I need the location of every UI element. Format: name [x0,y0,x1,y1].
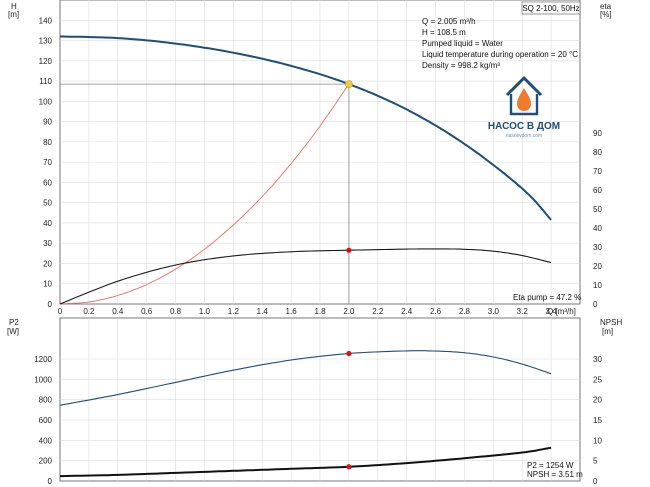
info-liquid: Pumped liquid = Water [422,39,503,48]
duty-point-marker [344,80,353,89]
x-tick-label: 2.0 [343,307,355,316]
power-curve [59,350,552,406]
bottom-tick-labels: 0 200 400 600 800 1000 1200 0 5 10 15 20 25 30 [34,355,602,486]
y-right-tick-label: 70 [593,167,602,176]
x-tick-label: 1.2 [228,307,240,316]
y-right-tick-label: 80 [593,148,602,157]
npsh-curve [60,446,552,478]
npsh-tick-label: 0 [593,477,598,486]
title-box: SQ 2-100, 50Hz [522,4,579,13]
info-head: H = 108.5 m [422,28,466,37]
head-curve [60,35,552,221]
house-drop-icon [505,76,543,116]
y-left-unit-bottom: [W] [7,327,19,336]
y-left-tick-label: 50 [43,199,52,208]
power-point-marker [346,350,352,357]
info-temperature: Liquid temperature during operation = 20… [422,50,578,59]
logo-title: НАСОС В ДОМ [488,121,560,132]
logo-subtitle: nasosvdom.com [506,133,542,139]
npsh-tick-label: 30 [593,355,602,364]
y-right-tick-label: 20 [593,262,602,271]
efficiency-curve [59,248,552,305]
info-density: Density = 998.2 kg/m³ [422,61,500,70]
top-curves [59,35,552,305]
x-tick-label: 3.0 [488,307,500,316]
eta-annotation: Eta pump = 47.2 % [513,293,581,302]
y-right-tick-label: 40 [593,224,602,233]
x-tick-label: 2.8 [459,307,471,316]
y-right-unit-bottom: [m] [602,327,613,336]
y-right-label-bottom: NPSH [600,318,622,327]
npsh-tick-label: 20 [593,396,602,405]
npsh-tick-label: 10 [593,436,602,445]
p2-tick-label: 400 [39,436,53,445]
y-left-tick-label: 40 [43,219,52,228]
bottom-grid [60,318,580,481]
npsh-tick-label: 15 [593,416,602,425]
x-tick-label: 3.4 [546,307,558,316]
efficiency-point-marker [346,247,352,253]
x-tick-label: 0.8 [170,307,182,316]
y-right-unit-top: [%] [600,10,612,19]
p2-tick-label: 0 [48,477,53,486]
npsh-tick-label: 5 [593,457,598,466]
y-left-tick-label: 100 [39,97,53,106]
y-right-tick-label: 60 [593,186,602,195]
p2-annotation: P2 = 1254 W [527,461,574,470]
info-flow: Q = 2.005 m³/h [422,17,476,26]
y-left-tick-label: 140 [39,16,53,25]
npsh-tick-label: 25 [593,375,602,384]
y-right-label-top: eta [600,2,612,11]
p2-tick-label: 1200 [34,355,52,364]
x-tick-label: Q [m³/h] [547,307,576,316]
x-tick-label: 2.2 [372,307,384,316]
brand-logo: НАСОС В ДОМ nasosvdom.com [488,76,560,139]
p2-tick-label: 600 [39,416,53,425]
x-tick-label: 3.2 [517,307,529,316]
x-tick-label: 0.4 [112,307,124,316]
y-left-label-top: H [11,2,17,11]
y-right-tick-label: 30 [593,243,602,252]
head-efficiency-panel: 0 0.2 0.4 0.6 0.8 1.0 1.2 1.4 1.6 1.8 2.0 2.2 2.4 2.6… [39,0,603,316]
npsh-point-marker [346,464,352,470]
y-right-tick-label: 90 [593,129,602,138]
p2-tick-label: 1000 [34,375,52,384]
x-tick-label: 1.4 [257,307,269,316]
x-tick-label: 1.0 [199,307,211,316]
y-right-tick-label: 0 [593,300,598,309]
x-tick-label: 0 [58,307,63,316]
x-tick-label: 1.6 [286,307,298,316]
y-left-tick-label: 0 [48,300,53,309]
y-left-tick-label: 130 [39,37,53,46]
title-box-frame [521,1,581,15]
y-right-tick-label: 50 [593,205,602,214]
x-tick-label: 0.6 [141,307,153,316]
y-left-tick-label: 20 [43,259,52,268]
bottom-curves [59,350,552,478]
power-npsh-panel: 0 200 400 600 800 1000 1200 0 5 10 15 20 25 30 [34,317,602,486]
p2-tick-label: 800 [39,396,53,405]
y-left-tick-label: 60 [43,178,52,187]
npsh-annotation: NPSH = 3.51 m [527,470,583,479]
y-left-tick-label: 30 [43,239,52,248]
y-left-tick-label: 10 [43,280,52,289]
y-left-label-bottom: P2 [9,318,19,327]
x-tick-label: 0.2 [83,307,95,316]
y-left-tick-label: 70 [43,158,52,167]
x-tick-label: 2.4 [401,307,413,316]
top-tick-labels: 0 0.2 0.4 0.6 0.8 1.0 1.2 1.4 1.6 1.8 2.0 2.2 2.4 2.6… [39,16,603,316]
y-left-tick-label: 120 [39,57,53,66]
p2-tick-label: 200 [39,457,53,466]
y-left-tick-label: 80 [43,138,52,147]
x-tick-label: 2.6 [430,307,442,316]
y-left-tick-label: 90 [43,118,52,127]
y-left-tick-label: 110 [39,77,52,86]
x-tick-label: 1.8 [314,307,326,316]
y-right-tick-label: 10 [593,281,602,290]
y-left-unit-top: [m] [8,10,19,19]
system-curve [59,83,350,305]
